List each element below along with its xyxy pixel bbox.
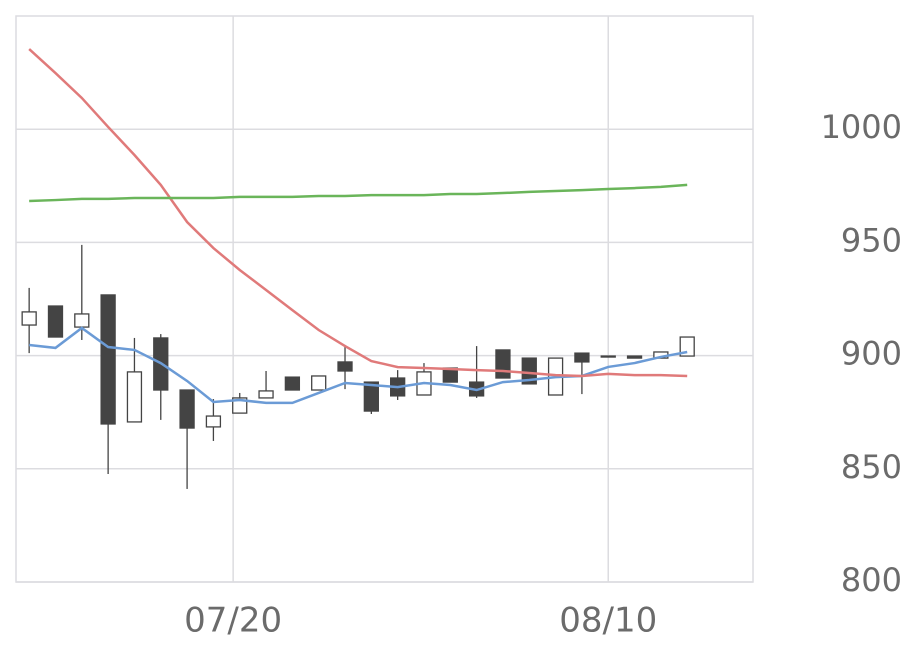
candle-body: [21, 311, 37, 326]
candle-body: [284, 376, 301, 391]
candle-body: [100, 294, 116, 425]
y-tick-label: 950: [841, 221, 902, 259]
candle-body: [232, 397, 248, 414]
x-tick-label: 08/10: [559, 601, 657, 641]
candle-body: [495, 349, 511, 379]
candle-body: [679, 336, 695, 357]
y-tick-label: 1000: [821, 108, 902, 146]
candle-body: [626, 355, 643, 359]
y-tick-label: 800: [841, 561, 902, 599]
candle-body: [574, 352, 590, 363]
candle-body: [521, 357, 537, 385]
candle-body: [74, 313, 90, 328]
candle-body: [47, 305, 64, 338]
candle-body: [126, 371, 143, 423]
candle-body: [179, 389, 195, 429]
y-tick-label: 850: [841, 448, 902, 486]
candle-body: [600, 355, 616, 358]
moving-average-line: [29, 183, 688, 203]
y-tick-label: 900: [841, 335, 902, 373]
candle-body: [205, 415, 222, 428]
candle-body: [363, 381, 379, 412]
x-tick-label: 07/20: [184, 601, 282, 641]
candle-body: [258, 390, 274, 399]
plot-frame: [15, 15, 754, 583]
moving-average-line: [28, 48, 688, 378]
candle-body: [311, 375, 327, 391]
candle-body: [337, 361, 353, 372]
